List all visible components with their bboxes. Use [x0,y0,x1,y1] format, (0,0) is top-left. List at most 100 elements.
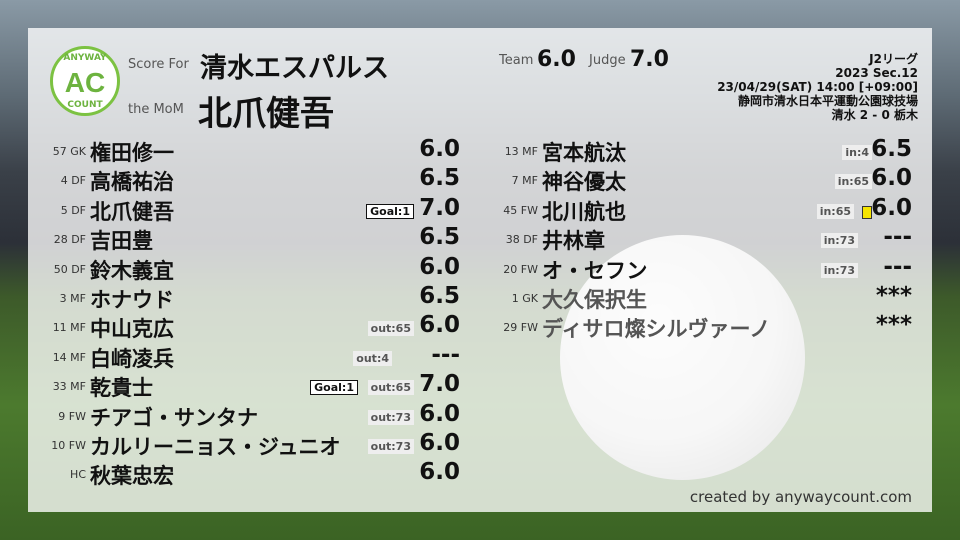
player-row: 4 DF 高橋祐治 6.5 [30,165,460,195]
player-row: 29 FW ディサロ燦シルヴァーノ *** [482,312,912,342]
player-row: 28 DF 吉田豊 6.5 [30,224,460,254]
yellow-card-icon [862,205,872,219]
logo-text-bottom: COUNT [67,100,103,110]
player-rating: *** [875,312,912,339]
score-for-label: Score For [128,57,189,72]
mom-name: 北爪健吾 [198,94,334,134]
player-name: チアゴ・サンタナ [90,405,258,430]
player-number-position: 3 MF [59,292,86,305]
player-name: カルリーニョス・ジュニオ [90,435,341,459]
player-row: 45 FW 北川航也 6.0 in:65 [482,194,912,225]
substitution-badge: out:73 [367,409,414,425]
player-number-position: 7 MF [511,174,538,188]
player-name: 北川航也 [542,199,626,224]
player-number-position: 9 FW [58,409,86,423]
player-number-position: 14 MF [52,350,86,364]
player-rating: --- [883,224,912,251]
player-name: 権田修一 [90,141,174,165]
datetime: 23/04/29(SAT) 14:00 [+09:00] [717,80,918,94]
league: J2リーグ [869,52,918,66]
player-row: 33 MF 乾貴士 7.0 out:65 Goal:1 [30,371,460,401]
score-panel [28,28,932,512]
player-number-position: 28 DF [53,233,86,247]
player-number-position: 11 MF [52,321,86,335]
player-number-position: HC [70,468,86,482]
substitution-badge: in:65 [834,174,872,190]
player-number-position: 38 DF [505,233,538,247]
venue: 静岡市清水日本平運動公園球技場 [737,94,918,108]
player-rating: 6.0 [871,194,912,221]
player-name: 神谷優太 [542,170,626,195]
credit: created by anywaycount.com [689,488,912,506]
substitution-badge: out:65 [367,321,414,337]
player-rating: 7.0 [419,194,460,221]
substitution-badge: in:65 [816,203,854,219]
judge-score: 7.0 [630,47,669,72]
substitution-badge: out:4 [353,350,392,366]
substitution-badge: in:4 [842,145,872,160]
player-name: 井林章 [542,229,605,254]
player-row: 11 MF 中山克広 6.0 out:65 [30,312,460,342]
player-row: 5 DF 北爪健吾 7.0 Goal:1 [30,194,460,225]
player-number-position: 29 FW [503,321,538,335]
player-name: 高橋祐治 [90,170,174,195]
player-rating: 6.5 [871,136,912,162]
player-name: 鈴木義宜 [90,258,174,283]
player-name: 北爪健吾 [90,199,174,224]
team-score: 6.0 [537,47,576,72]
player-row: 50 DF 鈴木義宜 6.0 [30,253,460,284]
player-number-position: 10 FW [51,439,86,452]
player-rating: 6.0 [419,400,460,427]
player-name: 乾貴士 [90,376,153,401]
player-rating: 6.0 [871,165,912,192]
player-rating: --- [883,253,912,280]
player-rating: 6.5 [419,165,460,192]
player-row: 9 FW チアゴ・サンタナ 6.0 out:73 [30,400,460,431]
result: 清水 2 - 0 栃木 [831,108,918,122]
player-rating: --- [431,341,460,368]
player-row: 7 MF 神谷優太 6.0 in:65 [482,165,912,195]
substitution-badge: out:65 [367,380,414,396]
player-name: ホナウド [90,288,174,312]
player-name: 宮本航汰 [542,141,626,165]
player-rating: 6.0 [419,430,460,456]
player-number-position: 50 DF [53,262,86,276]
mom-label: the MoM [128,102,184,117]
judge-score-label: Judge [589,53,626,68]
player-number-position: 4 DF [60,174,86,188]
player-row: 3 MF ホナウド 6.5 [30,283,460,313]
player-row: 10 FW カルリーニョス・ジュニオ 6.0 out:73 [30,430,460,460]
player-number-position: 57 GK [52,145,86,158]
goal-badge: Goal:1 [366,203,414,219]
substitution-badge: in:73 [820,233,858,249]
team-name: 清水エスパルス [200,53,389,84]
player-row: 14 MF 白崎凌兵 --- out:4 [30,341,460,372]
player-rating: 6.5 [419,224,460,251]
player-rating: 6.0 [419,253,460,280]
player-name: 白崎凌兵 [90,346,174,371]
player-row: 57 GK 権田修一 6.0 [30,136,460,166]
player-number-position: 20 FW [503,262,538,276]
player-rating: *** [875,283,912,309]
player-rating: 6.5 [419,283,460,309]
player-rating: 7.0 [419,371,460,398]
player-name: オ・セフン [542,258,648,283]
goal-badge: Goal:1 [310,380,358,396]
player-name: 秋葉忠宏 [90,464,174,489]
player-name: 大久保択生 [542,288,647,312]
player-row: 38 DF 井林章 --- in:73 [482,224,912,254]
logo-text-ac: AC [64,67,106,98]
player-name: 吉田豊 [90,229,153,254]
player-name: 中山克広 [90,317,174,342]
match-info: J2リーグ 2023 Sec.12 23/04/29(SAT) 14:00 [+… [717,52,918,122]
player-number-position: 1 GK [511,292,538,305]
substitution-badge: out:73 [367,439,414,454]
logo-text-top: ANYWAY [63,53,107,63]
player-row: 20 FW オ・セフン --- in:73 [482,253,912,284]
player-row: 1 GK 大久保択生 *** [482,283,912,313]
player-rating: 6.0 [419,459,460,486]
player-number-position: 5 DF [60,203,86,217]
player-number-position: 45 FW [503,203,538,217]
anywaycount-logo: ANYWAY AC COUNT [50,46,120,116]
section: 2023 Sec.12 [835,66,918,80]
